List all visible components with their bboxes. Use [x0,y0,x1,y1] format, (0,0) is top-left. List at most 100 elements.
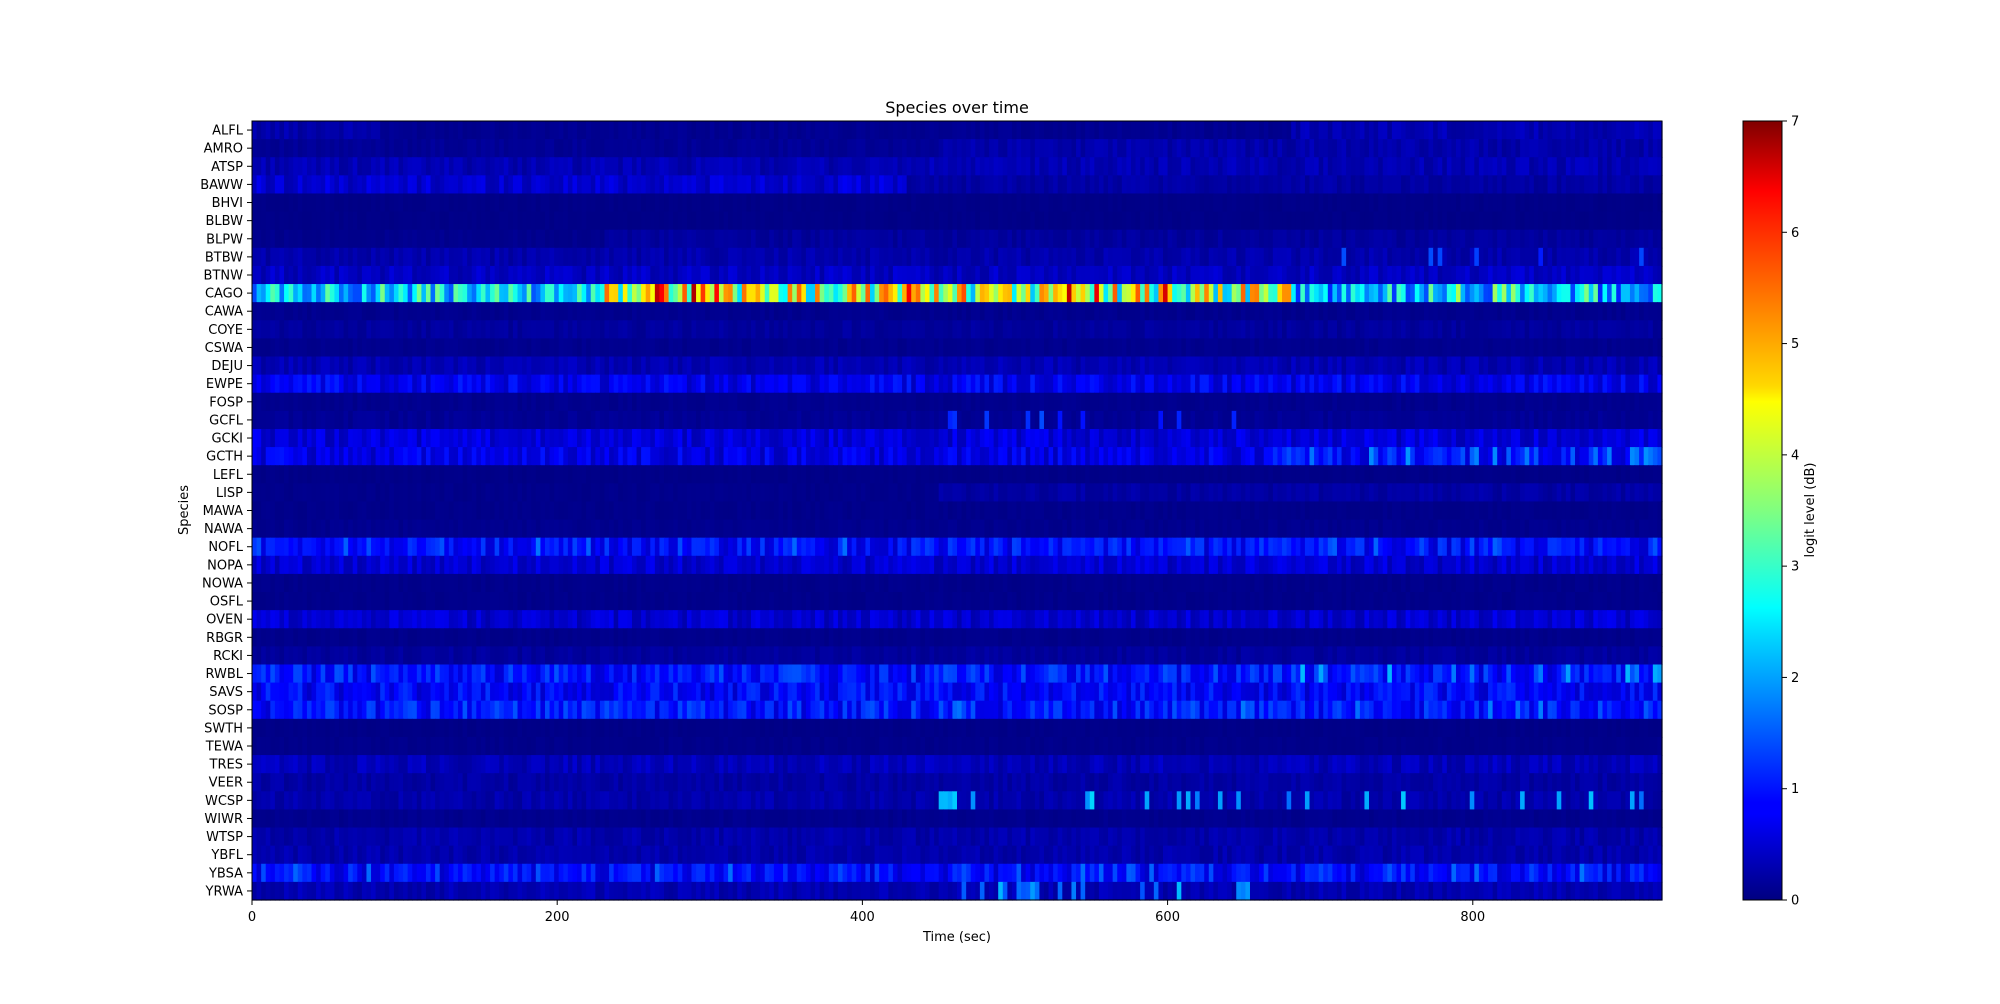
heatmap-cell [1497,265,1503,285]
heatmap-cell [549,320,555,339]
heatmap-cell [1149,229,1155,249]
heatmap-cell [1291,157,1297,176]
heatmap-cell [480,374,487,394]
heatmap-cell [732,320,738,339]
heatmap-cell [544,302,551,321]
heatmap-cell [934,265,940,285]
heatmap-cell [1570,284,1576,303]
heatmap-cell [1318,193,1324,213]
heatmap-cell [1291,265,1297,285]
heatmap-cell [947,338,954,358]
heatmap-cell [288,302,294,321]
heatmap-cell [517,338,523,358]
heatmap-cell [998,265,1004,285]
heatmap-cell [554,247,560,267]
heatmap-cell [357,175,363,195]
heatmap-cell [673,284,679,303]
heatmap-cell [970,211,976,231]
heatmap-cell [1231,193,1237,213]
heatmap-cell [1437,175,1443,195]
heatmap-cell [1213,139,1219,158]
heatmap-cell [1524,392,1530,412]
heatmap-cell [1556,356,1562,376]
heatmap-cell [430,338,436,358]
heatmap-cell [746,302,752,321]
heatmap-cell [444,247,450,267]
heatmap-cell [558,374,564,394]
heatmap-cell [261,410,267,430]
heatmap-cell [760,320,766,339]
heatmap-cell [1359,374,1366,394]
heatmap-cell [1286,320,1292,339]
heatmap-cell [526,410,532,430]
heatmap-cell [1373,265,1379,285]
heatmap-cell [1208,284,1214,303]
heatmap-cell [993,338,999,358]
heatmap-cell [485,229,491,249]
heatmap-cell [682,392,688,412]
heatmap-cell [1419,175,1425,195]
heatmap-cell [1597,193,1604,213]
heatmap-cell [531,392,537,412]
heatmap-cell [1149,157,1155,176]
heatmap-cell [700,265,706,285]
heatmap-cell [957,374,963,394]
heatmap-cell [1364,247,1370,267]
heatmap-cell [1492,139,1498,158]
heatmap-cell [1259,175,1265,195]
heatmap-cell [1423,229,1430,249]
heatmap-cell [1597,265,1604,285]
heatmap-cell [1016,338,1022,358]
heatmap-cell [1217,374,1224,394]
heatmap-cell [531,211,537,231]
heatmap-cell [993,247,999,267]
heatmap-cell [430,193,436,213]
heatmap-cell [407,392,413,412]
heatmap-cell [1126,302,1132,321]
heatmap-cell [371,175,377,195]
heatmap-cell [1584,211,1590,231]
heatmap-cell [627,157,633,176]
heatmap-cell [430,229,436,249]
heatmap-cell [398,121,404,140]
heatmap-cell [1460,338,1466,358]
heatmap-cell [458,121,464,140]
heatmap-cell [508,410,514,430]
heatmap-cell [897,302,903,321]
heatmap-cell [897,139,903,158]
heatmap-cell [316,229,322,249]
heatmap-cell [421,302,427,321]
heatmap-cell [274,356,281,376]
heatmap-cell [856,193,862,213]
heatmap-cell [1346,175,1352,195]
heatmap-cell [1460,374,1466,394]
heatmap-cell [1222,320,1228,339]
heatmap-cell [393,338,400,358]
heatmap-cell [1437,374,1443,394]
heatmap-cell [535,175,542,195]
heatmap-cell [499,247,505,267]
heatmap-cell [586,392,592,412]
heatmap-cell [741,211,748,231]
heatmap-cell [842,193,848,213]
heatmap-cell [1195,320,1201,339]
heatmap-cell [467,193,473,213]
heatmap-cell [581,229,587,249]
heatmap-cell [490,247,496,267]
heatmap-cell [1405,211,1411,231]
heatmap-cell [1520,229,1526,249]
heatmap-cell [1204,374,1210,394]
heatmap-cell [1053,211,1059,231]
heatmap-cell [773,338,780,358]
heatmap-cell [1474,211,1480,231]
heatmap-cell [572,265,578,285]
heatmap-cell [398,229,404,249]
heatmap-cell [535,193,542,213]
heatmap-cell [618,247,624,267]
heatmap-cell [1030,320,1036,339]
heatmap-cell [1588,356,1594,376]
heatmap-cell [1423,139,1430,158]
heatmap-cell [943,247,949,267]
heatmap-cell [1259,139,1265,158]
heatmap-cell [1286,265,1292,285]
